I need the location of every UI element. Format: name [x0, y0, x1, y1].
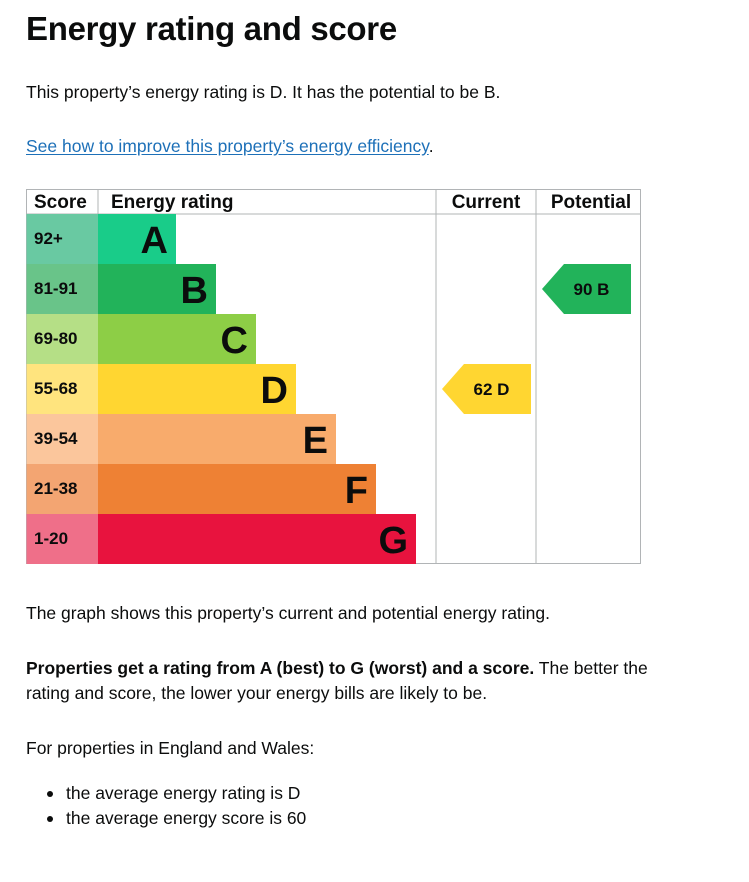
rating-bar-b: [98, 264, 216, 314]
rating-letter-d: D: [261, 370, 288, 412]
rating-bar-g: [98, 514, 416, 564]
rating-letter-a: A: [141, 220, 168, 262]
rating-indicators: 62 D 90 B: [442, 264, 631, 414]
score-cell-e: [26, 414, 98, 464]
score-range-g: 1-20: [34, 529, 68, 548]
current-rating-arrow: [442, 364, 531, 414]
rating-summary-text: This property’s energy rating is D. It h…: [26, 82, 501, 102]
energy-rating-graph: Score Energy rating Current Potential 92…: [26, 189, 641, 564]
score-cell-c: [26, 314, 98, 364]
rating-letter-e: E: [303, 420, 328, 462]
energy-rating-chart: Score Energy rating Current Potential 92…: [26, 189, 641, 564]
rating-bar-c: [98, 314, 256, 364]
current-rating-label: 62 D: [474, 380, 510, 399]
rating-bands: 92+ A 81-91 B 69-80 C 55-68 D 39-54 E 21-38 F 1-20 G: [26, 214, 416, 564]
header-current: Current: [452, 192, 521, 213]
list-item-average-score: the average energy score is 60: [26, 806, 306, 831]
list-item-average-rating: the average energy rating is D: [26, 781, 306, 806]
rating-explanation-rest: The better the rating and score, the low…: [26, 658, 648, 703]
rating-bar-d: [98, 364, 296, 414]
page-title: Energy rating and score: [26, 10, 397, 47]
score-range-d: 55-68: [34, 379, 77, 398]
graph-caption: The graph shows this property’s current …: [26, 603, 551, 623]
header-potential: Potential: [551, 192, 631, 213]
rating-bar-e: [98, 414, 336, 464]
improve-energy-efficiency-link[interactable]: See how to improve this property’s energ…: [26, 136, 429, 156]
score-cell-f: [26, 464, 98, 514]
link-trailing-period: .: [428, 136, 434, 156]
score-cell-b: [26, 264, 98, 314]
rating-explanation: Properties get a rating from A (best) to…: [26, 656, 666, 706]
score-range-c: 69-80: [34, 329, 77, 348]
rating-letter-b: B: [181, 270, 208, 312]
potential-rating-arrow: [542, 264, 631, 314]
rating-bar-f: [98, 464, 376, 514]
rating-bar-a: [98, 214, 176, 264]
rating-letter-f: F: [345, 470, 368, 512]
score-cell-d: [26, 364, 98, 414]
rating-letter-g: G: [378, 520, 408, 562]
average-ratings-list: the average energy rating is D the avera…: [26, 781, 306, 831]
score-range-a: 92+: [34, 229, 63, 248]
improve-link-paragraph: See how to improve this property’s energ…: [26, 134, 434, 159]
score-range-b: 81-91: [34, 279, 77, 298]
potential-rating-label: 90 B: [574, 280, 610, 299]
score-cell-a: [26, 214, 98, 264]
header-energy-rating: Energy rating: [111, 192, 233, 213]
rating-explanation-bold: Properties get a rating from A (best) to…: [26, 658, 535, 678]
header-score: Score: [34, 192, 87, 213]
england-wales-intro: For properties in England and Wales:: [26, 738, 315, 758]
score-cell-g: [26, 514, 98, 564]
score-range-f: 21-38: [34, 479, 77, 498]
rating-letter-c: C: [221, 320, 248, 362]
score-range-e: 39-54: [34, 429, 78, 448]
